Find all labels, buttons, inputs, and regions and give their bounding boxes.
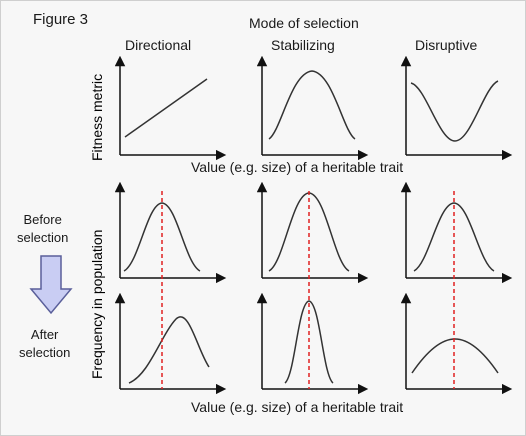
- column-title-disruptive: Disruptive: [415, 37, 478, 53]
- before-plot-stabilizing: [256, 181, 369, 284]
- column-title-stabilizing: Stabilizing: [271, 37, 335, 53]
- after-label-line1: After: [30, 327, 59, 342]
- after-plot-disruptive: [400, 292, 513, 395]
- distribution-curve: [268, 192, 350, 272]
- fitness-plot-stabilizing: [256, 55, 369, 161]
- after-selection-label: After selection: [19, 326, 70, 362]
- trait-axis-label-top: Value (e.g. size) of a heritable trait: [191, 159, 404, 175]
- before-selection-label: Before selection: [17, 211, 68, 247]
- distribution-curve: [413, 202, 495, 272]
- before-plot-disruptive: [400, 181, 513, 284]
- distribution-curve: [284, 300, 334, 384]
- before-after-arrow-icon: [29, 255, 73, 315]
- mode-title: Mode of selection: [249, 15, 359, 31]
- before-plot-directional: [114, 181, 227, 284]
- after-plot-stabilizing: [256, 292, 369, 395]
- figure-label: Figure 3: [33, 11, 89, 28]
- distribution-curve: [128, 316, 210, 384]
- before-label-line2: selection: [17, 230, 69, 245]
- trait-axis-label-bottom: Value (e.g. size) of a heritable trait: [191, 399, 404, 415]
- distribution-curve: [123, 202, 201, 272]
- distribution-curve: [411, 338, 499, 374]
- column-title-directional: Directional: [125, 37, 192, 53]
- fitness-curve: [124, 78, 208, 138]
- after-label-line2: selection: [19, 345, 71, 360]
- fitness-plot-directional: [114, 55, 227, 161]
- before-label-line1: Before: [23, 212, 62, 227]
- fitness-curve: [268, 70, 356, 140]
- fitness-curve: [410, 80, 499, 142]
- after-plot-directional: [114, 292, 227, 395]
- fitness-plot-disruptive: [400, 55, 513, 161]
